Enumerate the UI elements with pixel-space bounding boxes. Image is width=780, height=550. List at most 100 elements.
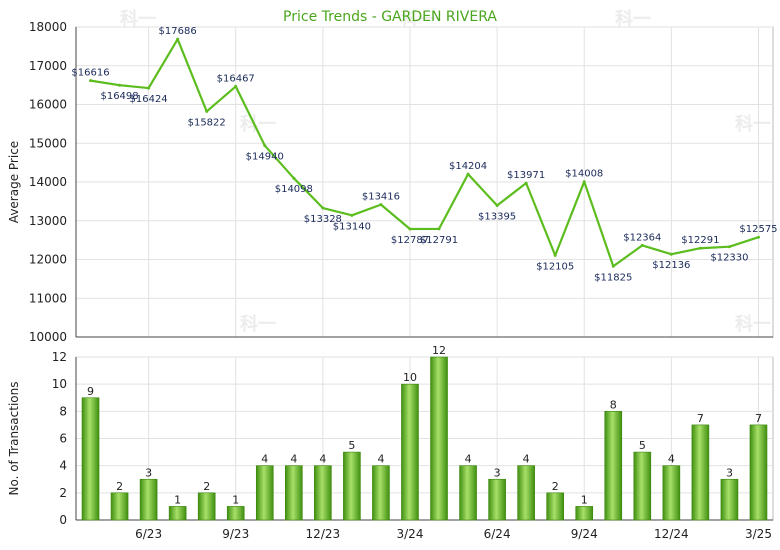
price-point-label: $11825 <box>594 272 632 283</box>
bar-value-label: 8 <box>610 398 617 411</box>
price-point-label: $12330 <box>710 253 748 264</box>
price-point-label: $14008 <box>565 169 603 180</box>
watermark-text: 科一 <box>735 313 771 335</box>
price-point-label: $12136 <box>652 260 690 271</box>
y-tick-label: 18000 <box>29 20 67 34</box>
watermark-text: 科一 <box>120 8 156 30</box>
transaction-bar <box>517 465 535 521</box>
bar-value-label: 1 <box>232 493 239 506</box>
bar-value-label: 10 <box>403 371 417 384</box>
x-tick-label: 6/23 <box>135 527 162 541</box>
price-point <box>205 109 209 113</box>
price-point-label: $16498 <box>100 91 138 102</box>
price-point-label: $13416 <box>362 192 400 203</box>
price-point <box>118 83 122 87</box>
transaction-bar <box>255 465 274 521</box>
bar-value-label: 4 <box>290 453 297 466</box>
price-point <box>147 86 151 90</box>
price-point <box>698 246 702 250</box>
bar-value-label: 3 <box>494 466 501 479</box>
x-tick-label: 3/24 <box>397 527 424 541</box>
y-tick-label: 15000 <box>29 136 67 150</box>
bar-value-label: 5 <box>639 439 646 452</box>
bar-value-label: 4 <box>319 453 326 466</box>
bar-value-label: 4 <box>377 453 384 466</box>
price-point <box>727 245 731 249</box>
price-point-label: $14940 <box>246 152 284 163</box>
bar-value-label: 1 <box>581 493 588 506</box>
bar-value-label: 9 <box>87 385 94 398</box>
price-point <box>611 264 615 268</box>
price-point-label: $12575 <box>739 224 777 235</box>
transaction-bar <box>139 478 158 521</box>
y-tick-label: 2 <box>59 486 67 500</box>
bar-value-label: 4 <box>261 453 268 466</box>
transaction-bar <box>662 465 681 521</box>
price-point <box>582 180 586 184</box>
bar-value-label: 2 <box>203 480 210 493</box>
price-point-label: $17686 <box>159 26 197 37</box>
watermark-text: 科一 <box>735 113 771 135</box>
price-point <box>669 252 673 256</box>
y-axis-title: No. of Transactions <box>7 381 21 495</box>
price-point <box>437 227 441 231</box>
transaction-bar <box>633 451 652 521</box>
x-tick-label: 12/23 <box>306 527 341 541</box>
price-point <box>89 79 93 83</box>
chart-title: Price Trends - GARDEN RIVERA <box>283 9 497 25</box>
price-point <box>350 213 354 217</box>
y-tick-label: 17000 <box>29 59 67 73</box>
transaction-bar <box>546 492 564 521</box>
price-point-label: $16467 <box>217 73 255 84</box>
x-tick-label: 3/25 <box>745 527 772 541</box>
price-point <box>379 203 383 207</box>
price-point-label: $14098 <box>275 184 313 195</box>
transaction-bar <box>285 465 303 521</box>
y-tick-label: 0 <box>59 513 67 527</box>
bar-value-label: 3 <box>145 466 152 479</box>
y-tick-label: 8 <box>59 404 67 418</box>
price-point-label: $12291 <box>681 235 719 246</box>
price-point-label: $13395 <box>478 211 516 222</box>
transaction-bar <box>372 465 390 521</box>
price-point-label: $13971 <box>507 170 545 181</box>
price-point-label: $12364 <box>623 232 661 243</box>
transaction-bar <box>401 383 419 521</box>
price-point <box>553 253 557 257</box>
watermark-text: 科一 <box>240 313 276 335</box>
bar-value-label: 7 <box>697 412 704 425</box>
price-point-label: $14204 <box>449 161 487 172</box>
y-tick-label: 16000 <box>29 98 67 112</box>
price-point-label: $13140 <box>333 221 371 232</box>
price-point-label: $16616 <box>71 68 109 79</box>
price-point <box>524 181 528 185</box>
bar-value-label: 2 <box>552 480 559 493</box>
price-point <box>640 243 644 247</box>
y-tick-label: 12000 <box>29 253 67 267</box>
y-tick-label: 14000 <box>29 175 67 189</box>
price-point-label: $15822 <box>188 117 226 128</box>
bar-value-label: 4 <box>523 453 530 466</box>
y-tick-label: 4 <box>59 459 67 473</box>
transaction-bar <box>691 424 710 521</box>
bar-value-label: 4 <box>465 453 472 466</box>
transaction-bar <box>110 492 129 521</box>
y-tick-label: 10 <box>52 377 67 391</box>
transaction-bar <box>343 451 361 521</box>
transaction-bar <box>314 465 332 521</box>
y-tick-label: 11000 <box>29 291 67 305</box>
price-point <box>263 144 267 148</box>
price-point <box>234 84 238 88</box>
transaction-bar <box>81 397 100 521</box>
price-point <box>292 176 296 180</box>
bar-value-label: 7 <box>755 412 762 425</box>
y-axis-title: Average Price <box>7 141 21 223</box>
bar-value-label: 4 <box>668 453 675 466</box>
price-point <box>321 206 325 210</box>
transaction-bar <box>459 465 477 521</box>
y-tick-label: 13000 <box>29 214 67 228</box>
y-tick-label: 10000 <box>29 330 67 344</box>
transaction-bar <box>575 506 594 521</box>
